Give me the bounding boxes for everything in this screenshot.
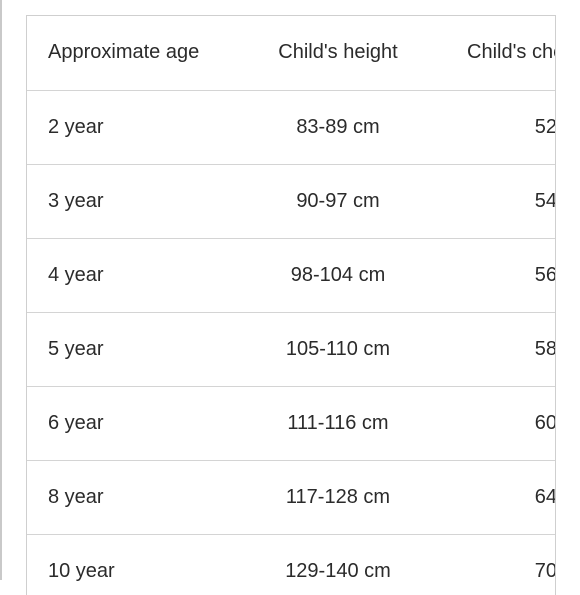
header-child-chest: Child's chest (453, 16, 555, 91)
table-row: 10 year 129-140 cm 70 (27, 534, 555, 595)
cell-chest: 54 (453, 164, 555, 239)
cell-age: 6 year (27, 386, 223, 461)
header-approximate-age: Approximate age (27, 16, 223, 91)
table-row: 5 year 105-110 cm 58 (27, 312, 555, 387)
table-row: 2 year 83-89 cm 52 (27, 90, 555, 165)
table-row: 4 year 98-104 cm 56 (27, 238, 555, 313)
cell-height: 90-97 cm (223, 164, 453, 239)
window-edge (0, 0, 2, 580)
table-row: 8 year 117-128 cm 64 (27, 460, 555, 535)
cell-age: 4 year (27, 238, 223, 313)
cell-height: 129-140 cm (223, 534, 453, 595)
header-child-height: Child's height (223, 16, 453, 91)
cell-chest: 70 (453, 534, 555, 595)
cell-age: 5 year (27, 312, 223, 387)
table-row: 6 year 111-116 cm 60 (27, 386, 555, 461)
table-row: 3 year 90-97 cm 54 (27, 164, 555, 239)
cell-chest: 64 (453, 460, 555, 535)
cell-height: 105-110 cm (223, 312, 453, 387)
cell-chest: 58 (453, 312, 555, 387)
cell-height: 83-89 cm (223, 90, 453, 165)
cell-height: 117-128 cm (223, 460, 453, 535)
cell-age: 8 year (27, 460, 223, 535)
cell-age: 3 year (27, 164, 223, 239)
cell-age: 2 year (27, 90, 223, 165)
cell-age: 10 year (27, 534, 223, 595)
cell-height: 98-104 cm (223, 238, 453, 313)
size-chart-table: Approximate age Child's height Child's c… (27, 16, 555, 595)
cell-chest: 60 (453, 386, 555, 461)
cell-chest: 56 (453, 238, 555, 313)
table-header-row: Approximate age Child's height Child's c… (27, 16, 555, 91)
cell-chest: 52 (453, 90, 555, 165)
cell-height: 111-116 cm (223, 386, 453, 461)
size-chart-table-container[interactable]: Approximate age Child's height Child's c… (26, 15, 556, 595)
